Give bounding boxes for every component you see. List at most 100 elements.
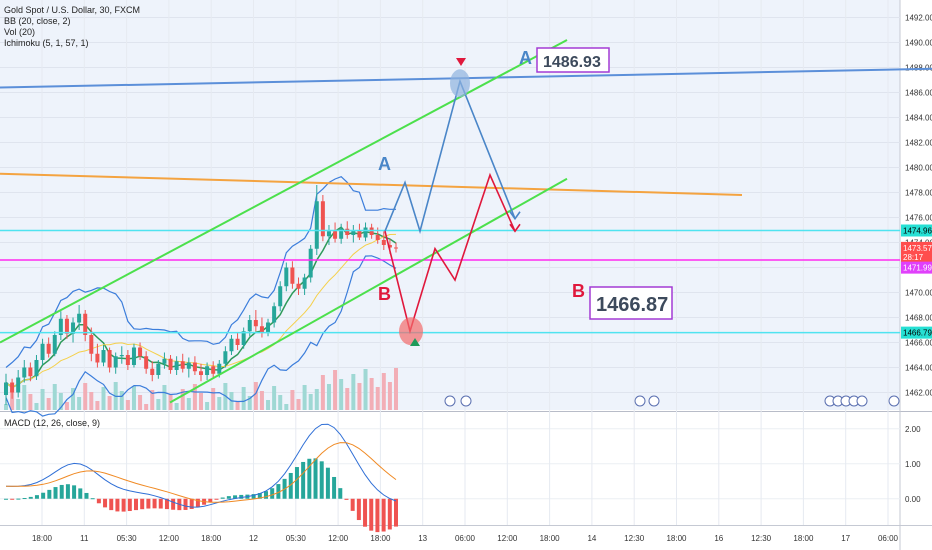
macd-histogram-bar	[208, 498, 213, 503]
macd-histogram-bar	[146, 498, 151, 509]
candle-body	[180, 361, 185, 369]
trend-line-channel-lower	[169, 177, 568, 404]
price-tick-label: 1478.00	[905, 189, 932, 198]
volume-bar	[83, 383, 88, 410]
price-tick-label: 1490.00	[905, 39, 932, 48]
scenario-a-label: A	[378, 154, 391, 174]
trend-line-channel-upper	[0, 39, 568, 344]
candle-body	[46, 343, 51, 354]
candle-body	[10, 382, 15, 393]
candle-body	[199, 371, 203, 375]
macd-histogram-bar	[301, 461, 306, 499]
volume-bar	[363, 369, 368, 410]
bb-upper-line	[5, 176, 396, 368]
macd-histogram-bar	[344, 498, 349, 500]
volume-bar	[107, 396, 112, 410]
candle-body	[52, 335, 57, 354]
macd-line	[5, 423, 397, 508]
price-badge	[901, 326, 932, 339]
macd-histogram-bar	[121, 498, 126, 512]
macd-histogram-bar	[294, 467, 299, 499]
macd-histogram-bar	[251, 494, 256, 499]
volume-bar	[46, 398, 51, 410]
volume-bar	[186, 398, 191, 410]
candle-body	[162, 358, 167, 364]
macd-histogram-bar	[381, 498, 386, 532]
legend-macd: MACD (12, 26, close, 9)	[4, 418, 101, 428]
volume-bar	[253, 382, 258, 410]
volume-bar	[58, 393, 63, 410]
volume-bar	[314, 389, 319, 410]
price-badge	[901, 250, 932, 263]
candle-body	[168, 358, 173, 370]
volume-bar	[290, 390, 295, 410]
candle-body	[375, 235, 380, 240]
macd-histogram-bar	[363, 498, 368, 527]
macd-histogram-bar	[233, 495, 238, 499]
time-tick-label: 18:00	[793, 534, 814, 543]
price-badge	[901, 224, 932, 237]
time-tick-label: 18:00	[370, 534, 391, 543]
volume-bar	[40, 389, 45, 410]
candle-body	[28, 367, 33, 377]
price-tick-label: 1482.00	[905, 139, 932, 148]
volume-bar	[180, 389, 185, 410]
macd-histogram-bar	[220, 497, 225, 499]
volume-bar	[308, 394, 313, 410]
event-flag-icon	[460, 395, 472, 407]
candle-body	[326, 231, 331, 237]
macd-histogram-bar	[387, 498, 392, 530]
price-badge	[901, 261, 932, 274]
volume-bar	[34, 403, 39, 410]
macd-histogram-bar	[10, 498, 15, 500]
event-flag-icon	[444, 395, 456, 407]
macd-histogram-bar	[356, 498, 361, 521]
macd-histogram-bar	[65, 484, 70, 499]
volume-bar	[272, 386, 277, 410]
macd-histogram-bar	[171, 498, 176, 510]
macd-histogram-bar	[307, 458, 312, 499]
candle-body	[345, 228, 350, 235]
macd-tick-label: 0.00	[905, 495, 921, 504]
target-low-marker	[399, 317, 423, 346]
volume-bar	[259, 391, 264, 410]
volume-bar	[22, 385, 27, 410]
legend-ichimoku: Ichimoku (5, 1, 57, 1)	[4, 38, 89, 48]
volume-bar	[284, 404, 289, 410]
candle-body	[223, 351, 228, 364]
price-tick-label: 1488.00	[905, 64, 932, 73]
candle-body	[357, 230, 362, 238]
macd-histogram-bar	[59, 484, 64, 499]
candle-body	[229, 338, 234, 352]
volume-bar	[125, 400, 130, 410]
volume-bar	[150, 390, 155, 410]
time-tick-label: 12:00	[497, 534, 518, 543]
time-tick-label: 12	[249, 534, 258, 543]
candle-body	[247, 320, 252, 332]
macd-histogram-bar	[16, 498, 21, 500]
candle-body	[290, 267, 295, 284]
candle-body	[156, 363, 161, 375]
volume-bar	[71, 388, 76, 410]
candle-body	[107, 350, 112, 368]
volume-bar	[174, 403, 179, 410]
candle-body	[381, 240, 386, 245]
candle-body	[308, 248, 313, 278]
volume-bar	[205, 402, 210, 410]
macd-histogram-bar	[28, 496, 33, 499]
price-tick-label: 1476.00	[905, 214, 932, 223]
event-flag-icon	[648, 395, 660, 407]
price-tick-label: 1470.00	[905, 289, 932, 298]
legend-vol: Vol (20)	[4, 27, 36, 37]
target-high-marker	[450, 69, 470, 98]
macd-histogram-bar	[239, 494, 244, 499]
price-badge-label: 1471.99	[903, 264, 932, 273]
time-tick-label: 12:00	[159, 534, 180, 543]
time-tick-label: 12:00	[328, 534, 349, 543]
volume-bar	[375, 387, 380, 410]
macd-histogram-bar	[47, 489, 52, 499]
macd-histogram-bar	[84, 492, 89, 499]
volume-bar	[302, 385, 307, 410]
volume-bar	[339, 379, 344, 410]
